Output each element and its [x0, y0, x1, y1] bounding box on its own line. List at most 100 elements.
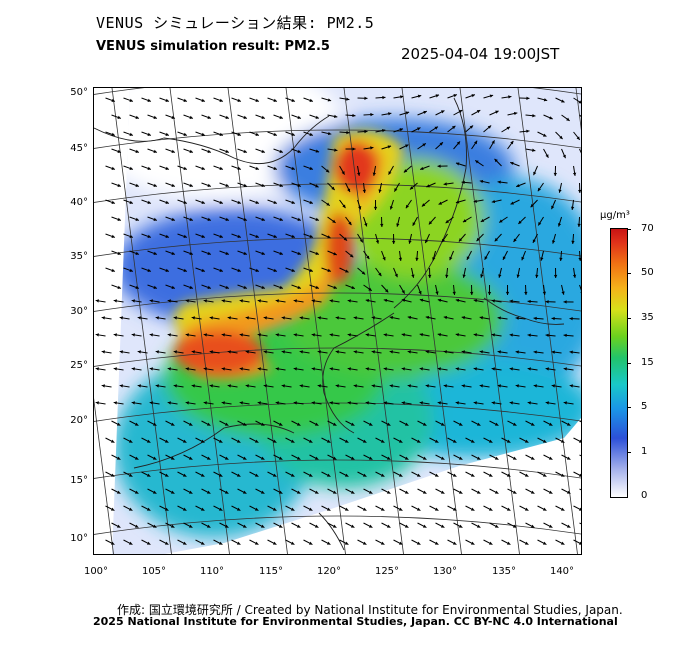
wind-arrow-head	[497, 180, 501, 184]
colorbar-label-5: 5	[641, 401, 648, 412]
wind-arrow-head	[314, 490, 319, 494]
colorbar-label-50: 50	[641, 267, 654, 278]
wind-arrow-head	[425, 384, 429, 388]
wind-arrow-head	[380, 223, 384, 227]
wind-arrow-head	[335, 316, 339, 320]
wind-arrow-head	[344, 473, 349, 477]
wind-arrow-head	[378, 189, 382, 193]
wind-arrow-head	[155, 384, 159, 388]
wind-arrow-head	[469, 125, 474, 129]
wind-arrow-head	[113, 299, 117, 303]
wind-arrow-head	[279, 149, 283, 153]
wind-arrow-head	[458, 524, 463, 528]
wind-arrow-head	[297, 183, 301, 187]
wind-arrow-head	[164, 439, 169, 443]
wind-arrow-head	[327, 98, 332, 102]
wind-arrow-head	[113, 401, 117, 405]
wind-arrow-head	[350, 490, 355, 494]
wind-arrow-head	[452, 473, 457, 477]
wind-arrow-head	[237, 132, 241, 136]
wind-arrow-head	[189, 251, 193, 255]
wind-arrow-head	[329, 401, 333, 405]
wind-arrow-head	[129, 234, 133, 238]
wind-arrow-head	[438, 201, 443, 205]
parallel-line	[94, 183, 581, 203]
wind-arrow-head	[572, 172, 577, 176]
wind-arrow-head	[532, 148, 536, 152]
wind-arrow-head	[273, 234, 277, 238]
wind-arrow-head	[296, 422, 301, 426]
wind-arrow-head	[474, 140, 478, 145]
wind-arrow-head	[272, 439, 277, 443]
wind-arrow-head	[137, 384, 141, 388]
wind-arrow-head	[243, 217, 247, 221]
wind-arrow-head	[152, 490, 157, 494]
lat-label-50: 50°	[70, 87, 88, 98]
wind-arrow-head	[188, 456, 193, 460]
wind-arrow-head	[559, 135, 563, 140]
wind-arrow-head	[293, 367, 297, 371]
wind-arrow-head	[171, 149, 175, 153]
wind-arrow-head	[509, 401, 513, 405]
wind-arrow-head	[403, 169, 408, 173]
wind-arrow-head	[129, 268, 133, 272]
wind-arrow-head	[515, 316, 519, 320]
wind-arrow-head	[165, 234, 169, 238]
wind-arrow-head	[245, 384, 249, 388]
wind-arrow-head	[384, 288, 389, 293]
wind-arrow-head	[488, 507, 493, 511]
wind-arrow-head	[242, 490, 247, 494]
wind-arrow-head	[243, 251, 247, 255]
coast-east-china	[322, 312, 395, 434]
wind-arrow-head	[153, 217, 157, 221]
wind-arrow-head	[530, 203, 534, 208]
wind-arrow-head	[353, 316, 357, 320]
wind-arrow-head	[128, 439, 133, 443]
wind-arrow-head	[365, 401, 369, 405]
wind-arrow-head	[308, 473, 313, 477]
wind-arrow-head	[445, 219, 450, 224]
wind-arrow-head	[272, 507, 277, 511]
wind-arrow-head	[566, 524, 571, 528]
wind-arrow-head	[209, 350, 213, 354]
wind-arrow-head	[399, 128, 403, 132]
wind-arrow-head	[333, 285, 337, 289]
wind-arrow-head	[491, 299, 495, 303]
wind-arrow-head	[111, 200, 115, 204]
lon-label-110: 110°	[199, 566, 225, 577]
wind-arrow-head	[502, 256, 506, 260]
wind-arrow-head	[167, 401, 171, 405]
wind-arrow-head	[131, 367, 135, 371]
wind-arrow-head	[117, 285, 121, 289]
lat-label-10: 10°	[70, 533, 88, 544]
wind-arrow-head	[548, 422, 553, 426]
wind-arrow-head	[396, 223, 400, 227]
wind-arrow-head	[388, 171, 392, 175]
wind-arrow-head	[333, 114, 338, 119]
wind-arrow-head	[423, 110, 427, 114]
wind-arrow-head	[135, 285, 139, 289]
wind-arrow-head	[201, 234, 205, 238]
wind-arrow-head	[200, 473, 205, 477]
wind-arrow-head	[153, 285, 157, 289]
wind-arrow-head	[566, 456, 571, 460]
wind-arrow-head	[254, 541, 259, 545]
meridian-line	[111, 88, 172, 554]
wind-arrow-head	[221, 401, 225, 405]
wind-arrow-head	[153, 149, 157, 153]
wind-arrow-head	[419, 298, 424, 302]
wind-arrow-head	[201, 98, 205, 102]
wind-arrow-head	[326, 541, 331, 545]
parallel-line	[94, 402, 581, 422]
wind-arrow-head	[521, 256, 525, 261]
wind-arrow-head	[128, 473, 133, 477]
wind-arrow-head	[405, 204, 410, 209]
wind-arrow-head	[149, 333, 153, 337]
wind-arrow-head	[317, 316, 321, 320]
wind-arrow-head	[326, 439, 331, 443]
wind-arrow-head	[218, 507, 223, 511]
wind-arrow-head	[458, 110, 463, 114]
wind-arrow-head	[201, 166, 205, 170]
wind-arrow-head	[421, 203, 426, 207]
wind-arrow-head	[281, 316, 285, 320]
